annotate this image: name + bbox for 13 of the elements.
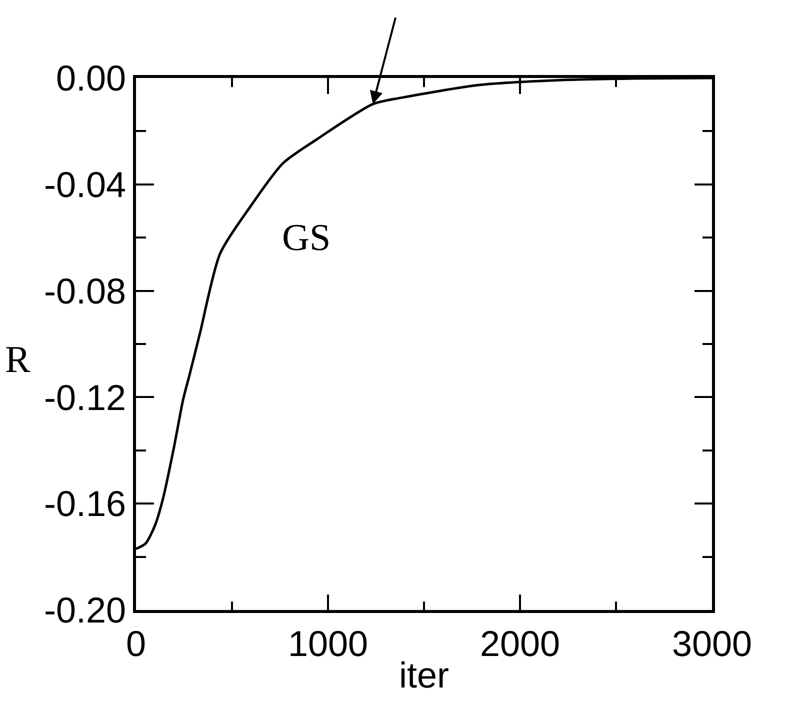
x-tick-label: 1000 [288,622,368,664]
y-tick-label: -0.20 [44,590,126,631]
y-tick-label: -0.04 [44,164,126,205]
y-tick-label: -0.16 [44,483,126,524]
y-tick-label: 0.00 [56,58,126,99]
y-tick-label: -0.12 [44,376,126,418]
y-axis-title: R [5,339,31,381]
series-label: GS [282,217,331,259]
x-tick-label: 0 [126,622,146,664]
y-tick-label: -0.08 [44,270,126,312]
x-tick-label: 2000 [480,622,560,664]
x-tick-label: 3000 [672,622,752,664]
x-axis-title: iter [398,654,450,696]
